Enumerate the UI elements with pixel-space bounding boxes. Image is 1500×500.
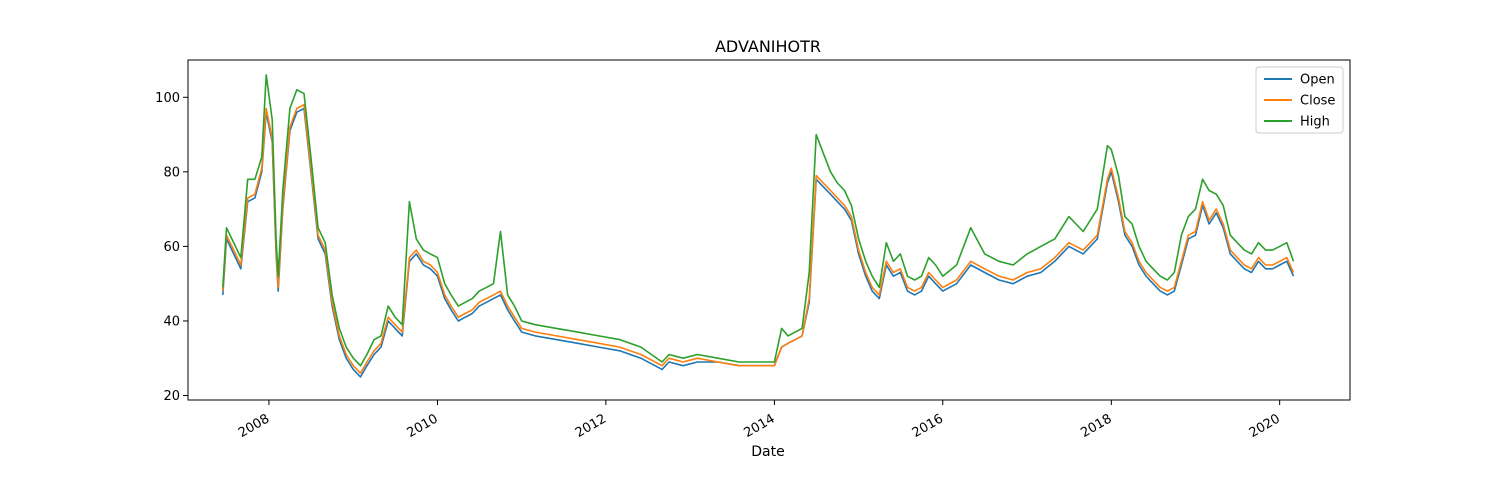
legend-label-high: High	[1300, 115, 1330, 130]
series-line-close	[222, 103, 1295, 375]
legend: Open Close High	[1255, 66, 1344, 134]
y-tick-label: 40	[163, 314, 180, 329]
y-tick-label: 60	[163, 240, 180, 255]
legend-label-open: Open	[1300, 73, 1335, 88]
series-line-high	[222, 74, 1295, 367]
chart-title: ADVANIHOTR	[715, 37, 821, 56]
series-layer	[222, 74, 1295, 378]
plot-area	[188, 60, 1350, 400]
y-tick-label: 20	[163, 389, 180, 404]
y-tick-label: 80	[163, 165, 180, 180]
y-tick-label: 100	[155, 91, 180, 106]
legend-label-close: Close	[1300, 94, 1335, 109]
plot-frame	[187, 59, 1351, 401]
legend-box	[1255, 66, 1344, 134]
x-axis-label: Date	[751, 444, 784, 460]
